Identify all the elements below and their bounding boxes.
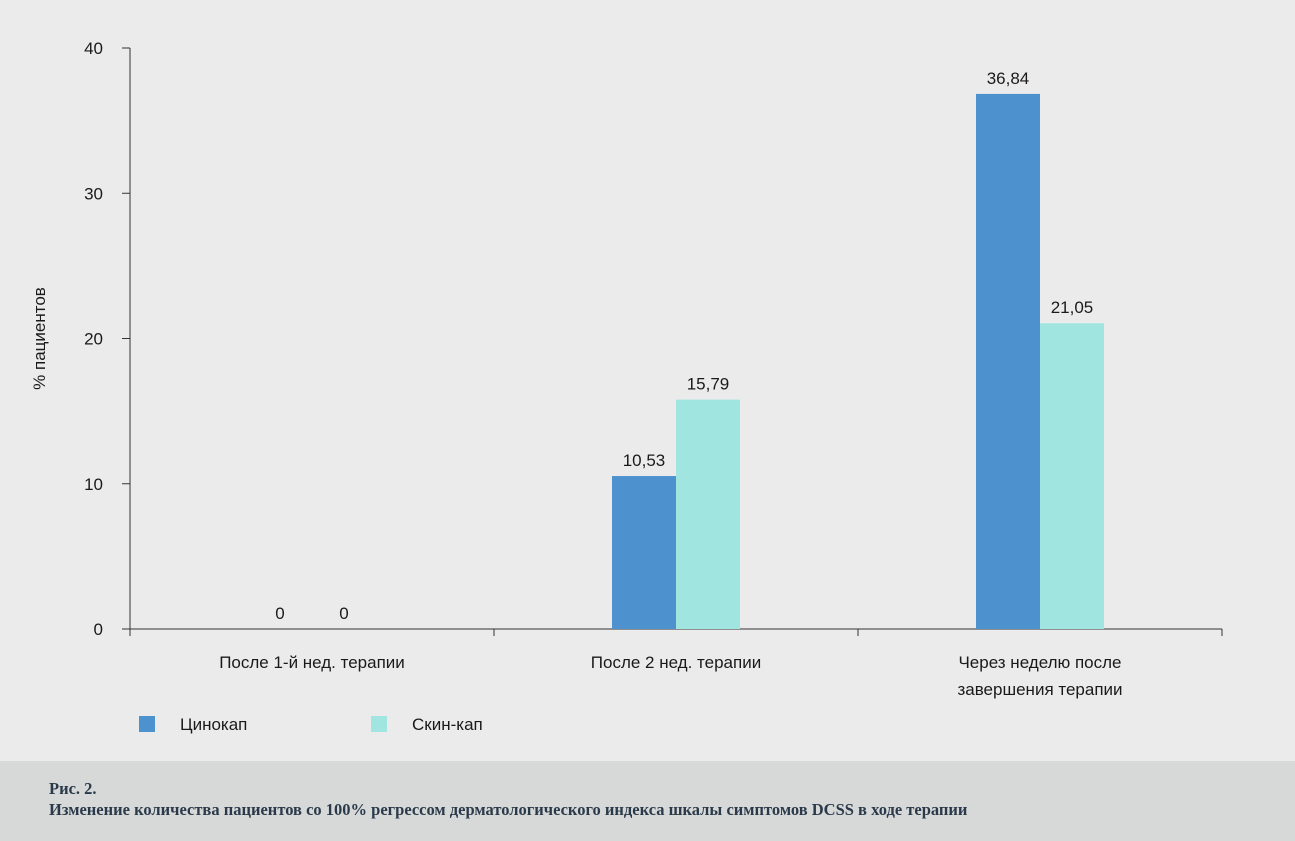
legend-swatch: [371, 716, 387, 732]
data-label: 10,53: [623, 451, 666, 470]
legend-label: Скин-кап: [412, 715, 483, 734]
bar-2-3: [1040, 323, 1104, 629]
bar-1-3: [976, 93, 1040, 630]
bar-1-2: [612, 476, 676, 629]
data-label: 21,05: [1051, 298, 1094, 317]
y-tick-label: 40: [84, 39, 103, 58]
bar-2-2: [676, 399, 740, 629]
data-label: 36,84: [987, 69, 1030, 88]
y-tick-label: 0: [94, 620, 103, 639]
y-tick-label: 20: [84, 330, 103, 349]
figure-caption: Рис. 2. Изменение количества пациентов со…: [0, 761, 1295, 841]
data-label: 0: [339, 604, 348, 623]
y-axis-title: % пациентов: [30, 287, 49, 390]
caption-number: Рис. 2.: [49, 779, 97, 798]
x-category-label: После 2 нед. терапии: [591, 653, 761, 672]
x-category-label: Через неделю после: [958, 653, 1121, 672]
chart-figure: 0 10 20 30 40 % пациентов После 1-й нед. терап…: [0, 0, 1295, 761]
x-category-label: После 1-й нед. терапии: [219, 653, 405, 672]
x-category-label: завершения терапии: [957, 680, 1122, 699]
legend-swatch: [139, 716, 155, 732]
y-tick-label: 10: [84, 475, 103, 494]
y-tick-label: 30: [84, 184, 103, 203]
legend-label: Цинокап: [180, 715, 247, 734]
bar-chart: 0 10 20 30 40 % пациентов После 1-й нед. терап…: [30, 39, 1223, 734]
caption-text: Изменение количества пациентов со 100% р…: [49, 800, 968, 819]
data-label: 15,79: [687, 375, 730, 394]
data-label: 0: [275, 604, 284, 623]
